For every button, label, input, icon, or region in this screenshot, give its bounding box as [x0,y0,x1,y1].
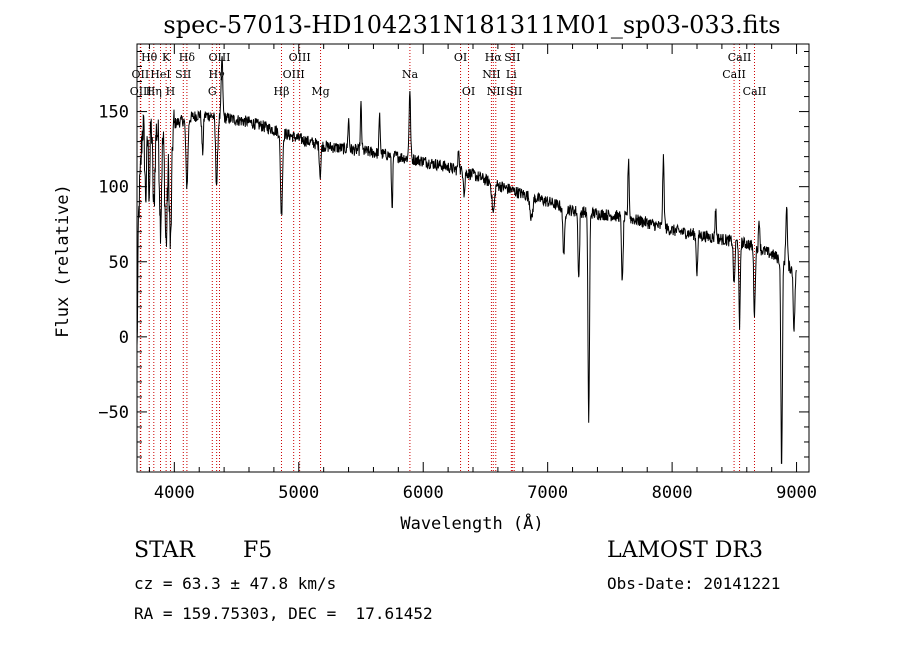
observation-date: Obs-Date: 20141221 [607,574,781,593]
y-tick-label: −50 [98,403,129,423]
line-marker-label: NII [482,68,500,81]
spectral-line-markers [139,44,755,472]
line-marker-label: Hβ [274,85,290,98]
object-type: STAR [134,538,195,563]
ra-dec-coordinates: RA = 159.75303, DEC = 17.61452 [134,604,433,623]
survey-name: LAMOST DR3 [607,538,763,563]
x-tick-label: 5000 [278,483,319,503]
y-axis-label: Flux (relative) [53,184,73,338]
plot-frame [136,43,810,473]
line-marker-label: SII [175,68,191,81]
line-marker-label: H [166,85,176,98]
x-tick-label: 6000 [403,483,444,503]
x-tick-label: 8000 [652,483,693,503]
line-marker-label: Na [402,68,419,81]
line-marker-label: CaII [722,68,746,81]
line-marker-label: OIII [208,51,230,64]
line-marker-label: Hα [485,51,503,64]
line-marker-label: OIII [130,85,152,98]
redshift-velocity: cz = 63.3 ± 47.8 km/s [134,574,337,593]
line-marker-label: CaII [743,85,767,98]
spectral-subclass: F5 [243,538,273,563]
line-marker-label: OIII [283,68,305,81]
line-marker-label: SII [506,85,522,98]
x-axis: 4000 5000 6000 7000 8000 9000 [148,44,817,503]
y-tick-label: 0 [119,328,129,348]
line-marker-label: HeI [150,68,170,81]
spectrum-line [136,56,797,464]
line-marker-label: Li [506,68,517,81]
line-marker-label: K [162,51,171,64]
line-marker-label: NII [487,85,505,98]
x-axis-label: Wavelength (Å) [400,512,543,534]
line-marker-label: OI [462,85,475,98]
x-tick-label: 9000 [776,483,817,503]
line-marker-label: OI [454,51,467,64]
line-marker-label: CaII [728,51,752,64]
x-tick-label: 4000 [154,483,195,503]
y-tick-label: 100 [98,178,129,198]
line-marker-label: OIII [289,51,311,64]
y-axis: −50 0 50 100 150 [98,51,809,458]
line-marker-label: Hδ [179,51,196,64]
line-marker-label: G [208,85,217,98]
y-tick-label: 50 [109,253,129,273]
line-marker-label: Mg [311,85,329,98]
line-marker-label: Hθ [141,51,158,64]
chart-title: spec-57013-HD104231N181311M01_sp03-033.f… [163,11,780,39]
line-marker-label: OII [132,68,150,81]
line-marker-label: SII [504,51,520,64]
line-marker-label: Hη [146,85,162,98]
x-tick-label: 7000 [527,483,568,503]
y-tick-label: 150 [98,103,129,123]
